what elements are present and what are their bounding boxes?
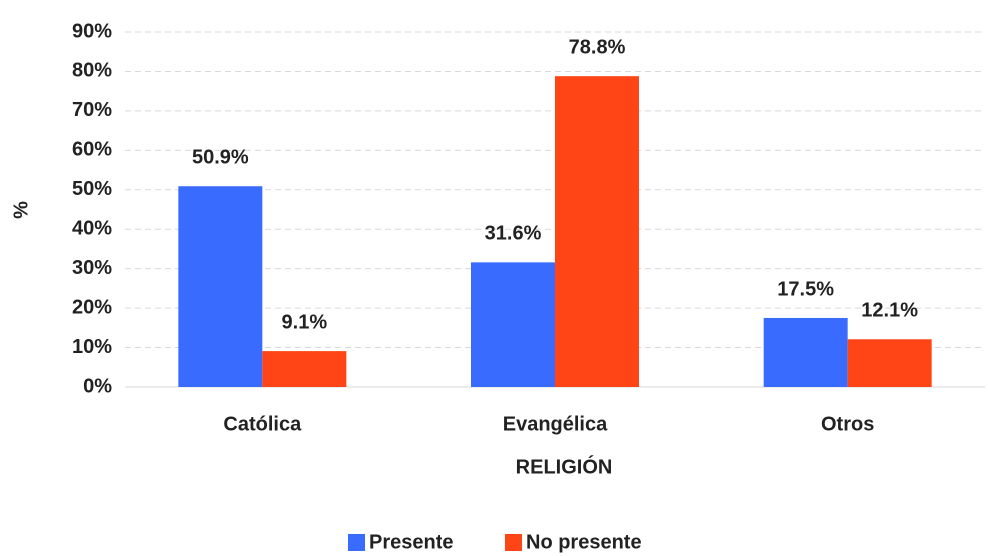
y-tick-label: 30%	[72, 257, 112, 279]
x-tick-label: Evangélica	[503, 413, 608, 435]
bar	[555, 76, 639, 387]
y-tick-label: 90%	[72, 20, 112, 42]
y-tick-label: 50%	[72, 178, 112, 200]
y-tick-label: 20%	[72, 296, 112, 318]
y-tick-label: 60%	[72, 139, 112, 161]
value-label: 50.9%	[192, 147, 249, 169]
value-label: 12.1%	[861, 300, 918, 322]
y-tick-label: 0%	[83, 375, 112, 397]
bar	[471, 262, 555, 387]
value-label: 9.1%	[282, 311, 328, 333]
value-label: 31.6%	[485, 223, 542, 245]
bar	[763, 317, 848, 387]
x-tick-label: Católica	[223, 413, 302, 435]
legend-label: Presente	[369, 531, 454, 553]
y-tick-label: 80%	[72, 60, 112, 82]
y-tick-label: 70%	[72, 99, 112, 121]
y-tick-label: 10%	[72, 336, 112, 358]
legend-swatch	[348, 534, 365, 551]
value-label: 78.8%	[569, 36, 626, 58]
bar	[178, 186, 263, 387]
y-tick-label: 40%	[72, 218, 112, 240]
x-axis-label: RELIGIÓN	[516, 454, 613, 478]
bar	[847, 339, 932, 387]
y-axis-label: %	[10, 201, 32, 219]
x-tick-label: Otros	[821, 413, 874, 435]
value-label: 17.5%	[777, 278, 834, 300]
bar	[262, 351, 347, 387]
legend-label: No presente	[526, 531, 642, 553]
legend-swatch	[505, 534, 522, 551]
